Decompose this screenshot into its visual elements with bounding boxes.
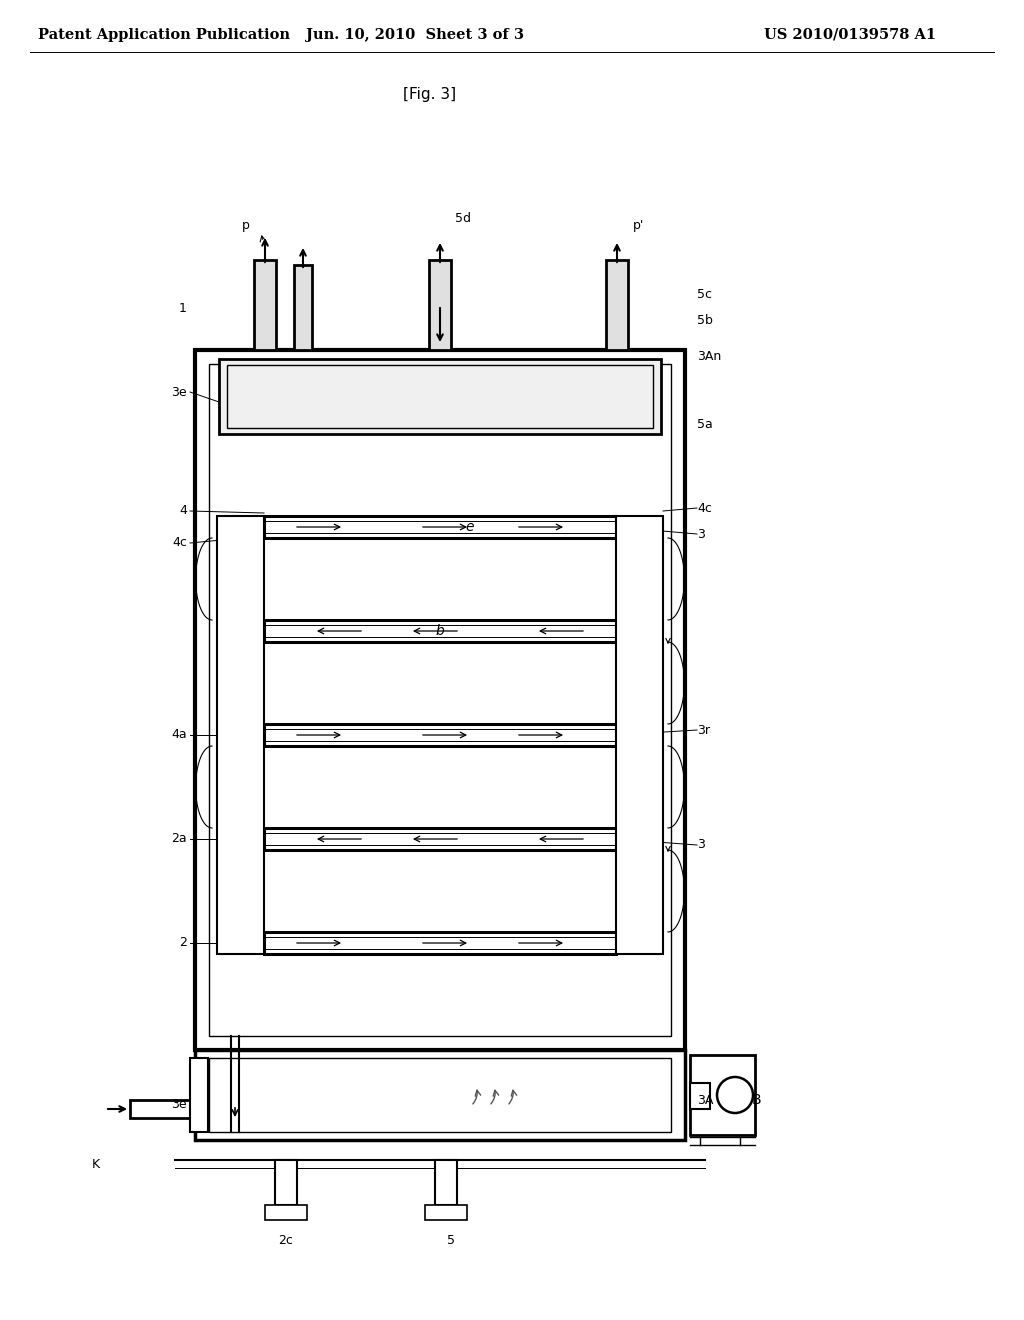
Bar: [275, 1160, 297, 1205]
Text: 3: 3: [697, 528, 705, 540]
Text: K: K: [92, 1159, 100, 1172]
Text: [Fig. 3]: [Fig. 3]: [403, 87, 457, 103]
Text: 5a: 5a: [697, 417, 713, 430]
Bar: [690, 1082, 710, 1109]
Bar: [130, 1100, 195, 1118]
Bar: [435, 1160, 457, 1205]
Text: e: e: [466, 520, 474, 535]
Bar: [425, 1205, 467, 1220]
Bar: [264, 516, 616, 539]
Bar: [294, 265, 312, 350]
Bar: [690, 1055, 755, 1135]
Bar: [264, 932, 616, 954]
Circle shape: [717, 1077, 753, 1113]
Text: 3e: 3e: [171, 1098, 187, 1111]
Text: 4a: 4a: [171, 729, 187, 742]
Text: 3An: 3An: [697, 351, 721, 363]
Bar: [264, 723, 616, 746]
Text: 1: 1: [179, 301, 187, 314]
Text: 3: 3: [697, 838, 705, 851]
Text: p: p: [242, 219, 250, 231]
Bar: [195, 1049, 685, 1140]
Bar: [606, 260, 628, 350]
Text: 4c: 4c: [697, 502, 712, 515]
Text: 3r: 3r: [697, 723, 710, 737]
Bar: [254, 260, 276, 350]
Text: B: B: [752, 1093, 762, 1107]
Bar: [429, 260, 451, 350]
Text: b: b: [435, 624, 444, 638]
Text: Patent Application Publication: Patent Application Publication: [38, 28, 290, 42]
Bar: [616, 516, 663, 954]
Text: 3e: 3e: [171, 385, 187, 399]
Bar: [264, 620, 616, 642]
Text: US 2010/0139578 A1: US 2010/0139578 A1: [764, 28, 936, 42]
Text: 4c: 4c: [172, 536, 187, 549]
Text: 4: 4: [179, 504, 187, 517]
Bar: [217, 516, 264, 954]
Bar: [264, 828, 616, 850]
Bar: [219, 359, 662, 434]
Text: Jun. 10, 2010  Sheet 3 of 3: Jun. 10, 2010 Sheet 3 of 3: [306, 28, 524, 42]
Text: 2: 2: [179, 936, 187, 949]
Bar: [227, 366, 653, 428]
Bar: [209, 364, 671, 1036]
Text: 5d: 5d: [455, 211, 471, 224]
Text: 5c: 5c: [697, 289, 712, 301]
Text: 5b: 5b: [697, 314, 713, 326]
Bar: [265, 1205, 307, 1220]
Bar: [190, 1059, 208, 1133]
Bar: [209, 1059, 671, 1133]
Text: 2c: 2c: [279, 1233, 294, 1246]
Text: p': p': [633, 219, 644, 231]
Text: 3A: 3A: [697, 1093, 714, 1106]
Bar: [195, 350, 685, 1049]
Text: 2a: 2a: [171, 833, 187, 846]
Text: 5: 5: [447, 1233, 455, 1246]
